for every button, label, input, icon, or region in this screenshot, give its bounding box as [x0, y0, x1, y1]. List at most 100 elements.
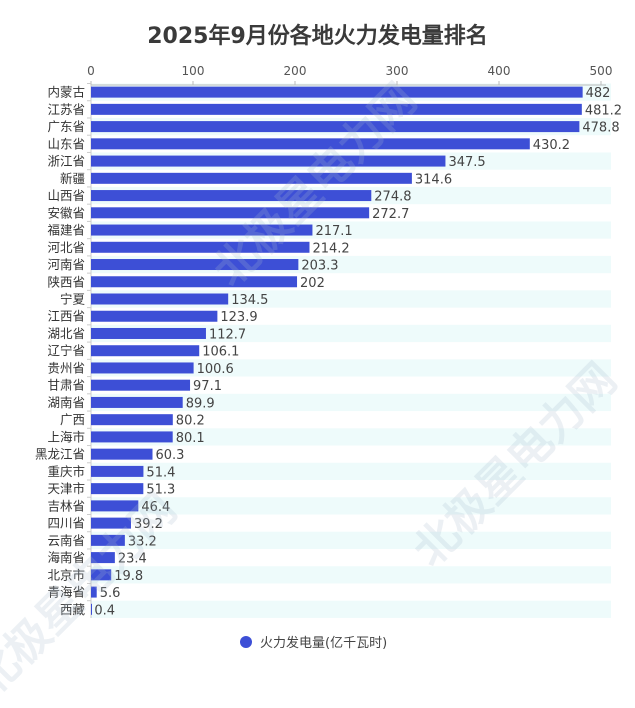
data-label: 478.8: [582, 121, 619, 136]
data-label: 112.7: [209, 327, 246, 342]
legend-label: 火力发电量(亿千瓦时): [260, 636, 388, 651]
y-tick-label: 黑龙江省: [35, 447, 85, 462]
data-label: 202: [300, 276, 325, 291]
row-band: [91, 531, 611, 549]
bar: [91, 207, 370, 219]
y-tick-label: 福建省: [47, 223, 85, 238]
bar: [91, 86, 583, 98]
y-tick-label: 湖南省: [47, 395, 85, 410]
row-band: [91, 462, 611, 481]
x-tick-label: 300: [386, 64, 409, 78]
data-label: 80.2: [176, 414, 205, 429]
bar: [91, 172, 412, 184]
y-tick-label: 河南省: [47, 257, 85, 272]
bar: [91, 465, 144, 477]
bar: [91, 396, 183, 408]
row-band: [91, 324, 611, 343]
y-tick-label: 江苏省: [47, 102, 85, 117]
y-tick-label: 山东省: [47, 136, 85, 151]
data-label: 314.6: [415, 172, 452, 187]
bar: [91, 483, 144, 495]
y-tick-label: 西藏: [60, 602, 86, 617]
bar: [91, 138, 530, 150]
data-label: 80.1: [176, 431, 205, 446]
bar: [91, 500, 139, 512]
legend-marker: [240, 635, 252, 648]
data-label: 0.4: [94, 603, 115, 618]
y-tick-label: 北京市: [47, 567, 85, 582]
legend[interactable]: 火力发电量(亿千瓦时): [240, 632, 387, 651]
data-label: 203.3: [301, 259, 338, 274]
row-band: [91, 600, 611, 618]
data-label: 60.3: [156, 448, 185, 463]
bar: [91, 379, 191, 391]
y-tick-label: 山西省: [47, 188, 85, 203]
bar: [91, 586, 97, 598]
data-label: 89.9: [186, 396, 215, 411]
y-tick-label: 天津市: [47, 481, 85, 496]
data-label: 134.5: [231, 293, 268, 308]
bar: [91, 414, 173, 426]
bar: [91, 259, 299, 271]
data-label: 214.2: [312, 241, 349, 256]
y-tick-label: 辽宁省: [47, 343, 85, 358]
bar: [91, 190, 372, 202]
x-tick-label: 0: [87, 64, 95, 78]
x-tick-label: 200: [284, 64, 307, 78]
row-band: [91, 428, 611, 446]
bar: [91, 431, 173, 443]
data-label: 106.1: [202, 345, 239, 360]
bar: [91, 293, 229, 305]
bar: [91, 552, 115, 564]
data-label: 100.6: [197, 362, 234, 377]
y-tick-label: 河北省: [47, 240, 85, 255]
row-band: [91, 566, 611, 584]
bar: [91, 362, 194, 374]
chart-title: 2025年9月份各地火力发电量排名: [147, 24, 488, 49]
y-tick-label: 新疆: [60, 171, 85, 186]
row-band: [91, 497, 611, 515]
data-label: 46.4: [141, 500, 170, 515]
bar: [91, 603, 92, 615]
data-label: 5.6: [100, 586, 121, 601]
y-tick-label: 云南省: [47, 533, 85, 548]
data-label: 347.5: [448, 155, 485, 170]
x-tick-label: 500: [590, 64, 613, 78]
data-label: 39.2: [134, 517, 163, 532]
x-tick-label: 400: [488, 64, 511, 78]
bar: [91, 569, 112, 581]
bar: [91, 103, 582, 115]
y-tick-label: 青海省: [47, 585, 85, 600]
bar: [91, 345, 200, 357]
bar: [91, 310, 218, 322]
bar: [91, 534, 125, 546]
data-label: 430.2: [533, 138, 570, 153]
data-label: 482: [586, 86, 611, 101]
y-tick-label: 浙江省: [47, 154, 85, 169]
y-tick-label: 安徽省: [47, 205, 85, 220]
data-label: 23.4: [118, 552, 147, 567]
y-tick-label: 重庆市: [47, 464, 85, 479]
y-tick-label: 吉林省: [47, 498, 85, 513]
bar: [91, 517, 131, 529]
y-tick-label: 甘肃省: [47, 378, 85, 393]
y-tick-label: 宁夏: [60, 292, 86, 307]
data-label: 51.3: [146, 483, 175, 498]
bar: [91, 241, 310, 253]
data-label: 481.2: [585, 103, 622, 118]
bar: [91, 155, 446, 167]
row-band: [91, 359, 611, 377]
y-tick-label: 广东省: [47, 119, 85, 134]
y-tick-label: 海南省: [47, 550, 85, 565]
data-label: 272.7: [372, 207, 409, 222]
data-label: 51.4: [146, 465, 175, 480]
data-label: 217.1: [315, 224, 352, 239]
data-label: 19.8: [114, 569, 143, 584]
bar: [91, 276, 298, 288]
bar: [91, 327, 206, 339]
bar: [91, 121, 580, 133]
y-tick-label: 贵州省: [47, 360, 85, 375]
data-label: 123.9: [220, 310, 257, 325]
bar: [91, 448, 153, 460]
x-tick-label: 100: [182, 64, 205, 78]
